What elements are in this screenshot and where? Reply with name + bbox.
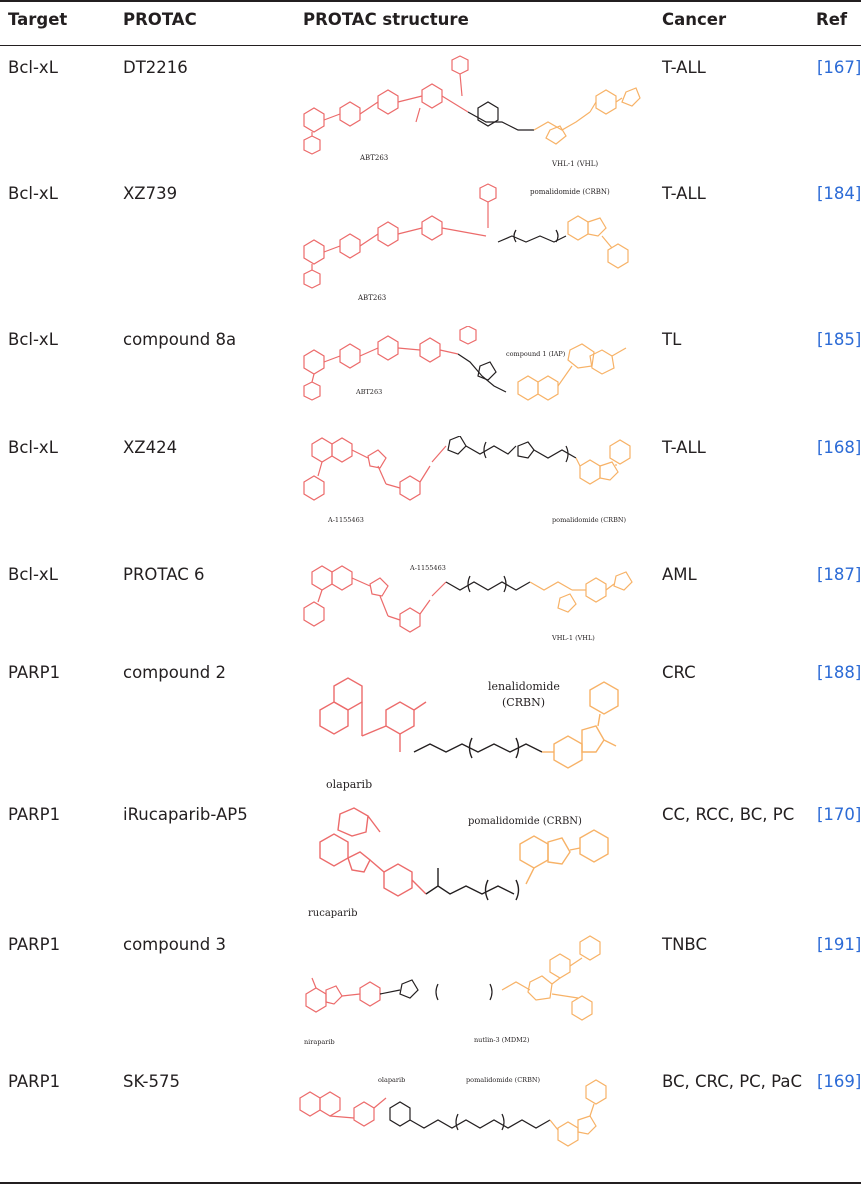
protac-cell: iRucaparib-AP5: [123, 805, 248, 824]
target-cell: PARP1: [8, 663, 61, 682]
structure-label: rucaparib: [308, 908, 358, 919]
chemical-structure-diagram: niraparib nutlin-3 (MDM2): [304, 935, 601, 1046]
structure-image: pomalidomide (CRBN) rucaparib: [290, 802, 645, 927]
header-ref: Ref: [816, 10, 848, 29]
target-cell: Bcl-xL: [8, 184, 58, 203]
reference-link[interactable]: [185]: [817, 330, 861, 349]
protac-cell: XZ424: [123, 438, 178, 457]
target-cell: Bcl-xL: [8, 565, 58, 584]
structure-label: (CRBN): [502, 696, 545, 709]
structure-label: niraparib: [304, 1038, 335, 1046]
chemical-structure-diagram: olaparib pomalidomide (CRBN): [299, 1076, 607, 1147]
structure-image: olaparib pomalidomide (CRBN): [290, 1068, 645, 1168]
reference-link[interactable]: [184]: [817, 184, 861, 203]
header-structure: PROTAC structure: [303, 10, 469, 29]
header-target: Target: [8, 10, 68, 29]
reference-link[interactable]: [168]: [817, 438, 861, 457]
cancer-cell: T-ALL: [662, 184, 706, 203]
reference-link[interactable]: [169]: [817, 1072, 861, 1091]
header-cancer: Cancer: [662, 10, 727, 29]
protac-cell: XZ739: [123, 184, 178, 203]
structure-label: VHL-1 (VHL): [551, 634, 595, 642]
chemical-structure-diagram: lenalidomide (CRBN) olaparib: [319, 677, 619, 791]
structure-label: olaparib: [326, 778, 372, 791]
reference-link[interactable]: [191]: [817, 935, 861, 954]
structure-label: nutlin-3 (MDM2): [474, 1036, 530, 1044]
protac-cell: compound 2: [123, 663, 226, 682]
structure-image: niraparib nutlin-3 (MDM2): [290, 932, 645, 1054]
reference-link[interactable]: [188]: [817, 663, 861, 682]
structure-label: compound 1 (IAP): [506, 350, 566, 358]
protac-cell: SK-575: [123, 1072, 181, 1091]
structure-label: ABT263: [357, 294, 386, 302]
structure-label: ABT263: [355, 388, 382, 396]
structure-label: ABT263: [359, 154, 388, 162]
target-cell: PARP1: [8, 1072, 61, 1091]
structure-image: A-1155463 pomalidomide (CRBN): [290, 436, 645, 544]
target-cell: Bcl-xL: [8, 330, 58, 349]
structure-label: pomalidomide (CRBN): [466, 1076, 541, 1084]
reference-link[interactable]: [170]: [817, 805, 861, 824]
header-protac: PROTAC: [123, 10, 197, 29]
structure-image: lenalidomide (CRBN) olaparib: [290, 660, 645, 795]
cancer-cell: T-ALL: [662, 438, 706, 457]
structure-label: olaparib: [378, 1076, 405, 1084]
structure-image: A-1155463 VHL-1 (VHL): [290, 562, 645, 652]
protac-cell: compound 3: [123, 935, 226, 954]
structure-label: pomalidomide (CRBN): [552, 516, 627, 524]
cancer-cell: CRC: [662, 663, 696, 682]
chemical-structure-diagram: compound 1 (IAP) ABT263: [303, 326, 627, 401]
cancer-cell: TL: [662, 330, 682, 349]
cancer-cell: BC, CRC, PC, PaC: [662, 1072, 803, 1091]
reference-link[interactable]: [167]: [817, 58, 861, 77]
cancer-cell: AML: [662, 565, 697, 584]
structure-label: pomalidomide (CRBN): [468, 816, 582, 827]
structure-label: lenalidomide: [488, 680, 560, 693]
protac-cell: compound 8a: [123, 330, 237, 349]
chemical-structure-diagram: A-1155463 VHL-1 (VHL): [303, 564, 633, 642]
cancer-cell: CC, RCC, BC, PC: [662, 805, 795, 824]
chemical-structure-diagram: pomalidomide (CRBN) rucaparib: [308, 807, 609, 919]
target-cell: PARP1: [8, 805, 61, 824]
protac-cell: DT2216: [123, 58, 188, 77]
structure-label: VHL-1 (VHL): [551, 160, 598, 168]
chemical-structure-diagram: pomalidomide (CRBN) ABT263: [303, 183, 629, 302]
structure-image: ABT263 VHL-1 (VHL): [290, 52, 645, 172]
structure-image: compound 1 (IAP) ABT263: [290, 326, 645, 426]
structure-image: pomalidomide (CRBN) ABT263: [290, 180, 645, 310]
header-rule: [0, 45, 861, 46]
target-cell: Bcl-xL: [8, 58, 58, 77]
structure-label: pomalidomide (CRBN): [530, 188, 610, 196]
structure-label: A-1155463: [409, 564, 446, 572]
target-cell: PARP1: [8, 935, 61, 954]
table-bottom-rule: [0, 1182, 861, 1184]
cancer-cell: TNBC: [662, 935, 707, 954]
target-cell: Bcl-xL: [8, 438, 58, 457]
chemical-structure-diagram: A-1155463 pomalidomide (CRBN): [303, 436, 631, 524]
reference-link[interactable]: [187]: [817, 565, 861, 584]
structure-label: A-1155463: [327, 516, 364, 524]
table-top-rule: [0, 0, 861, 2]
protac-cell: PROTAC 6: [123, 565, 205, 584]
chemical-structure-diagram: ABT263 VHL-1 (VHL): [303, 55, 641, 168]
cancer-cell: T-ALL: [662, 58, 706, 77]
